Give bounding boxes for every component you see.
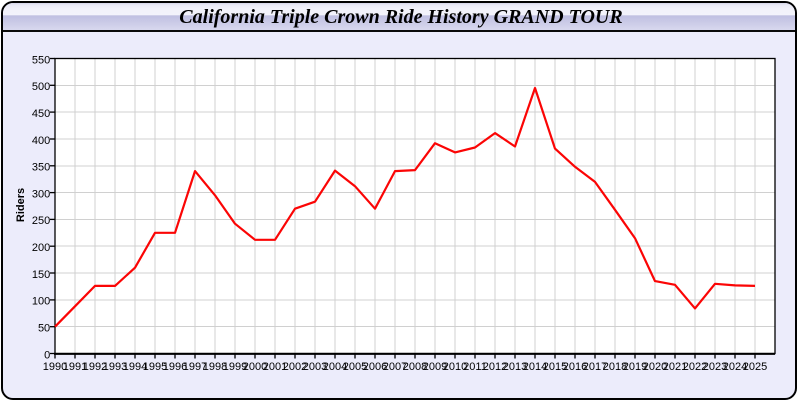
svg-text:2024: 2024 [723, 361, 747, 373]
svg-text:50: 50 [38, 323, 50, 335]
svg-text:200: 200 [32, 242, 50, 254]
svg-text:500: 500 [32, 81, 50, 93]
svg-text:2011: 2011 [463, 361, 487, 373]
svg-text:2000: 2000 [243, 361, 267, 373]
svg-text:1996: 1996 [163, 361, 187, 373]
svg-text:400: 400 [32, 135, 50, 147]
svg-text:2022: 2022 [683, 361, 707, 373]
svg-text:250: 250 [32, 215, 50, 227]
svg-text:100: 100 [32, 296, 50, 308]
svg-text:2025: 2025 [743, 361, 767, 373]
svg-text:2004: 2004 [323, 361, 347, 373]
svg-text:1995: 1995 [143, 361, 167, 373]
svg-text:2018: 2018 [603, 361, 627, 373]
svg-text:2006: 2006 [363, 361, 387, 373]
svg-text:2013: 2013 [503, 361, 527, 373]
svg-text:550: 550 [32, 54, 50, 66]
svg-text:2010: 2010 [443, 361, 467, 373]
svg-text:450: 450 [32, 108, 50, 120]
svg-text:2005: 2005 [343, 361, 367, 373]
svg-text:2008: 2008 [403, 361, 427, 373]
svg-text:1990: 1990 [43, 361, 67, 373]
svg-text:2007: 2007 [383, 361, 407, 373]
svg-text:Riders: Riders [15, 188, 27, 222]
svg-text:2020: 2020 [643, 361, 667, 373]
svg-text:2015: 2015 [543, 361, 567, 373]
svg-text:1998: 1998 [203, 361, 227, 373]
svg-text:350: 350 [32, 162, 50, 174]
svg-text:0: 0 [44, 349, 50, 361]
svg-text:300: 300 [32, 188, 50, 200]
svg-text:2009: 2009 [423, 361, 447, 373]
svg-text:1991: 1991 [63, 361, 87, 373]
svg-text:2017: 2017 [583, 361, 607, 373]
svg-text:2001: 2001 [263, 361, 287, 373]
svg-text:2003: 2003 [303, 361, 327, 373]
svg-text:1994: 1994 [123, 361, 147, 373]
svg-text:2016: 2016 [563, 361, 587, 373]
svg-text:2002: 2002 [283, 361, 307, 373]
svg-text:1999: 1999 [223, 361, 247, 373]
svg-text:1992: 1992 [83, 361, 107, 373]
svg-text:2021: 2021 [663, 361, 687, 373]
svg-text:2012: 2012 [483, 361, 507, 373]
svg-text:2019: 2019 [623, 361, 647, 373]
svg-text:2014: 2014 [523, 361, 547, 373]
svg-text:150: 150 [32, 269, 50, 281]
svg-text:1997: 1997 [183, 361, 207, 373]
svg-text:2023: 2023 [703, 361, 727, 373]
svg-text:1993: 1993 [103, 361, 127, 373]
